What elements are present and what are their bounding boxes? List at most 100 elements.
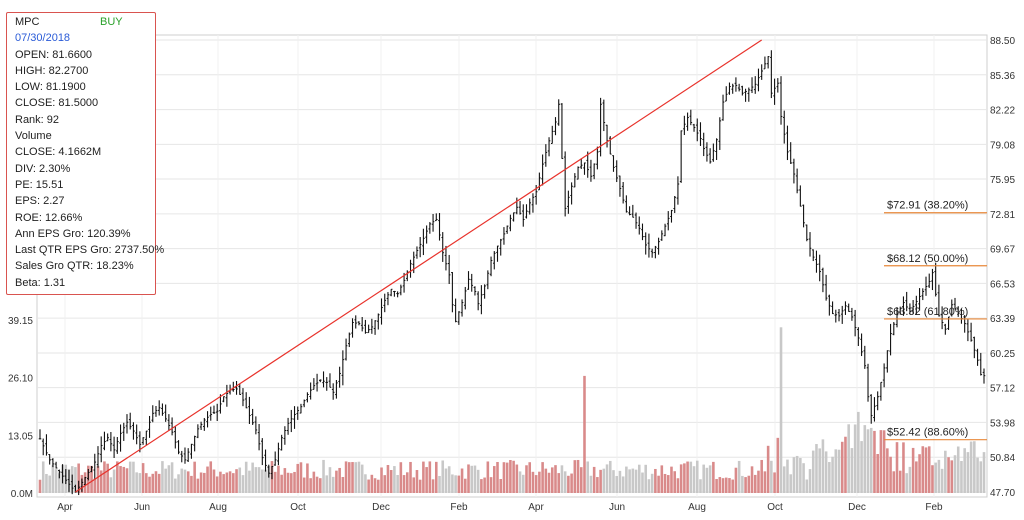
- month-tick-label: Dec: [848, 502, 866, 513]
- volume-layer: [38, 327, 986, 493]
- volume-bar: [434, 461, 438, 493]
- volume-bar: [348, 462, 351, 493]
- volume-bar: [673, 471, 676, 493]
- volume-bar: [534, 475, 538, 493]
- volume-bar: [199, 472, 203, 493]
- volume-bar: [918, 454, 921, 493]
- volume-bar: [650, 473, 654, 493]
- signal-badge: BUY: [100, 16, 123, 28]
- month-tick-label: Dec: [372, 502, 390, 513]
- volume-bar: [869, 427, 873, 493]
- volume-bar: [573, 460, 577, 493]
- volume-bar: [312, 471, 316, 493]
- volume-bar: [902, 442, 905, 493]
- volume-bar: [364, 474, 367, 493]
- volume-bar: [132, 461, 135, 493]
- price-tick-label: 79.08: [990, 140, 1015, 151]
- volume-bar: [805, 479, 809, 493]
- volume-bar: [741, 475, 744, 493]
- volume-bar: [828, 462, 831, 493]
- month-tick-label: Aug: [688, 502, 706, 513]
- price-tick-label: 82.22: [990, 106, 1015, 117]
- volume-bar: [889, 456, 892, 493]
- volume-bar: [396, 475, 399, 493]
- volume-bar: [886, 448, 889, 493]
- volume-bar: [309, 478, 312, 493]
- volume-bar: [905, 473, 908, 493]
- volume-bar: [567, 475, 570, 493]
- month-tick-label: Feb: [925, 502, 943, 513]
- volume-bar: [724, 477, 728, 493]
- volume-bar: [251, 462, 254, 493]
- volume-bar: [470, 465, 474, 493]
- volume-bar: [760, 459, 763, 493]
- volume-bar: [795, 455, 799, 493]
- month-tick-label: Jun: [609, 502, 625, 513]
- fib-level-label: $68.12 (50.00%): [887, 253, 968, 265]
- volume-bar: [612, 470, 615, 493]
- volume-bar: [953, 455, 957, 493]
- month-tick-label: Aug: [209, 502, 227, 513]
- volume-bar: [489, 477, 493, 493]
- volume-bar: [232, 473, 235, 493]
- volume-bar: [863, 425, 867, 493]
- volume-bar: [290, 473, 293, 493]
- volume-bar: [77, 463, 80, 493]
- volume-bar: [335, 470, 338, 493]
- volume-bar: [457, 475, 461, 493]
- volume-bar: [138, 473, 142, 493]
- volume-bar: [583, 375, 586, 493]
- volume-bar: [315, 476, 319, 493]
- price-tick-label: 63.39: [990, 314, 1015, 325]
- volume-bar: [415, 470, 419, 493]
- volume-bar: [931, 465, 934, 493]
- volume-bar: [502, 462, 506, 493]
- volume-bar: [592, 466, 596, 493]
- volume-bar: [257, 467, 261, 493]
- volume-bar: [48, 475, 51, 493]
- volume-bar: [438, 476, 441, 493]
- volume-bar: [454, 475, 457, 493]
- volume-bar: [966, 452, 970, 493]
- volume-bar: [406, 472, 409, 493]
- month-tick-label: Apr: [528, 502, 544, 513]
- fib-level-label: $72.91 (38.20%): [887, 200, 968, 212]
- volume-bar: [383, 475, 387, 493]
- volume-bar: [773, 472, 776, 493]
- volume-bar: [786, 459, 789, 493]
- price-tick-label: 66.53: [990, 279, 1015, 290]
- volume-bar: [579, 467, 583, 493]
- volume-bar: [850, 448, 854, 493]
- volume-bar: [425, 467, 428, 493]
- volume-bar: [934, 462, 937, 493]
- volume-bar: [937, 459, 941, 493]
- volume-bar: [518, 471, 522, 493]
- volume-bar: [380, 467, 383, 493]
- volume-bar: [596, 477, 599, 493]
- volume-bar: [99, 470, 103, 493]
- volume-bar: [544, 468, 548, 493]
- volume-bar: [248, 470, 251, 493]
- volume-bar: [190, 475, 193, 493]
- volume-bar: [599, 469, 602, 493]
- close-value: CLOSE: 81.5000: [15, 97, 99, 110]
- eps-value: EPS: 2.27: [15, 195, 65, 208]
- volume-bar: [647, 479, 651, 493]
- volume-bar: [74, 467, 77, 493]
- volume-bar: [409, 461, 412, 493]
- month-tick-label: Feb: [450, 502, 468, 513]
- volume-bar: [641, 472, 644, 493]
- volume-bar: [670, 466, 673, 493]
- volume-bar: [106, 463, 109, 493]
- volume-bar: [119, 466, 122, 493]
- volume-bar: [177, 474, 180, 493]
- volume-bar: [712, 461, 715, 493]
- ticker-symbol: MPC: [15, 16, 40, 28]
- volume-bar: [734, 467, 738, 493]
- volume-bar: [615, 476, 618, 493]
- volume-bar: [90, 465, 93, 493]
- volume-bar: [196, 478, 200, 493]
- volume-bar: [58, 473, 61, 493]
- volume-bar: [531, 471, 535, 493]
- volume-bar: [618, 470, 622, 493]
